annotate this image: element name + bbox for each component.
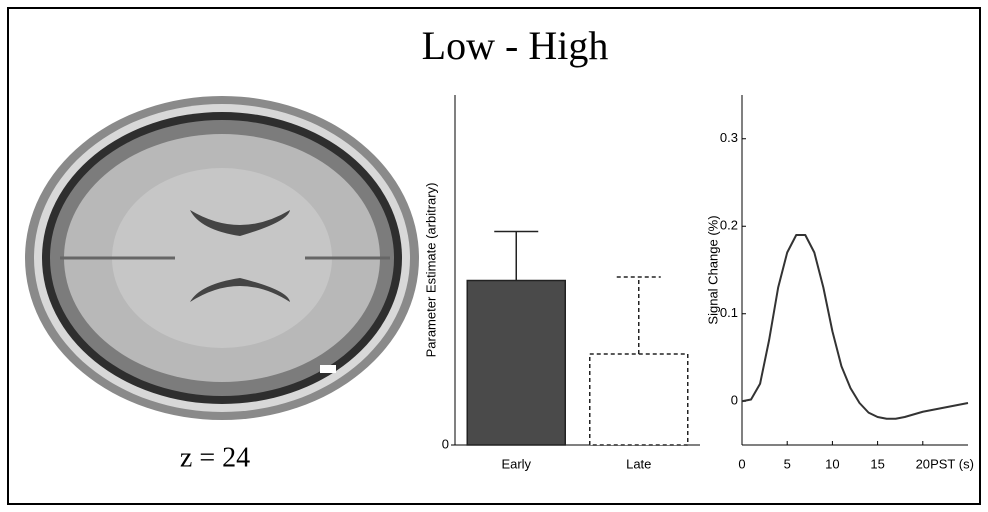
y-tick-label: 0.3 xyxy=(720,130,738,145)
slice-label: z = 24 xyxy=(180,442,250,473)
x-axis-label: PST (s) xyxy=(930,456,974,471)
figure: Low - High z = 24 Parameter Estimate (ar… xyxy=(0,0,988,512)
y-tick-label: 0 xyxy=(442,436,449,451)
x-tick-label: Late xyxy=(626,456,651,471)
y-tick-label: 0.2 xyxy=(720,218,738,233)
x-tick-label: 15 xyxy=(870,456,884,471)
figure-title: Low - High xyxy=(422,23,609,68)
x-tick-label: Early xyxy=(501,456,531,471)
y-axis-label: Parameter Estimate (arbitrary) xyxy=(423,183,438,358)
page: Low - High z = 24 Parameter Estimate (ar… xyxy=(0,0,988,512)
y-axis-label: Signal Change (%) xyxy=(705,215,720,324)
brain-image xyxy=(25,96,419,420)
y-tick-label: 0 xyxy=(731,393,738,408)
bar xyxy=(590,354,688,445)
x-tick-label: 0 xyxy=(738,456,745,471)
x-tick-label: 5 xyxy=(784,456,791,471)
bar xyxy=(467,281,565,446)
x-tick-label: 10 xyxy=(825,456,839,471)
x-tick-label: 20 xyxy=(916,456,930,471)
y-tick-label: 0.1 xyxy=(720,305,738,320)
